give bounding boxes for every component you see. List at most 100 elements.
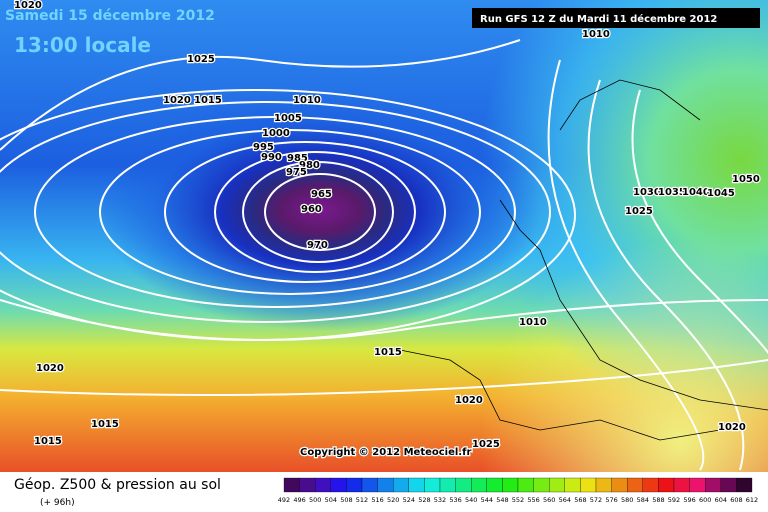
color-scale: 492 496 500 504 508 512 516 520 524 528 532 536 540 5… [278,477,758,504]
scale-swatch [705,477,721,493]
run: Run GFS 12 Z du Mardi 11 décembre 2012 [480,13,717,25]
scale-label: 572 [590,496,602,504]
isobar-label: 1020 [14,0,42,11]
copyright: Copyright © 2012 Meteociel.fr [300,447,471,458]
time: 13:00 locale [14,33,151,57]
scale-swatch [517,477,534,493]
isobar-label: 1015 [194,95,222,106]
scale-swatch [330,477,347,493]
scale-swatch [486,477,503,493]
scale-label: 604 [715,496,727,504]
scale-label: 596 [683,496,695,504]
isobar-label: 995 [253,142,274,153]
date: Samedi 15 décembre 2012 [5,8,215,24]
isobar-label: 1020 [36,363,64,374]
scale-label: 568 [574,496,586,504]
isobars [0,39,768,471]
scale-label: 524 [403,496,415,504]
isobar-label: 1010 [519,317,547,328]
scale-swatch [736,477,753,493]
scale-swatch [627,477,643,493]
footer-lead: (+ 96h) [40,498,75,508]
scale-swatch [720,477,737,493]
scale-label: 560 [543,496,555,504]
scale-label: 576 [605,496,617,504]
isobar-label: 1020 [718,422,746,433]
scale-swatch [377,477,394,493]
isobar-label: 1025 [625,206,653,217]
footer-title: Géop. Z500 & pression au sol [14,477,221,493]
isobar-label: 980 [299,160,320,171]
isobar-label: 1015 [34,436,62,447]
scale-swatch [299,477,316,493]
scale-swatch [471,477,487,493]
scale-swatch [642,477,659,493]
scale-swatch [611,477,628,493]
scale-label: 508 [340,496,352,504]
scale-label: 548 [496,496,508,504]
scale-label: 516 [371,496,383,504]
isobar-label: 990 [261,152,282,163]
scale-swatch [346,477,363,493]
isobar-label: 1005 [274,113,302,124]
isobar-label: 985 [287,153,308,164]
scale-label: 552 [512,496,524,504]
scale-label: 544 [481,496,493,504]
scale-swatch [439,477,456,493]
scale-label: 532 [434,496,446,504]
scale-swatch [455,477,472,493]
scale-label: 588 [652,496,664,504]
isobar-label: 965 [311,189,332,200]
scale-label: 520 [387,496,399,504]
scale-swatch [361,477,378,493]
scale-swatch [424,477,441,493]
scale-label: 580 [621,496,633,504]
scale-swatch [564,477,581,493]
scale-label: 584 [637,496,649,504]
scale-swatch [393,477,409,493]
scale-swatch [673,477,690,493]
scale-label: 556 [527,496,539,504]
isobar-label: 1050 [732,174,760,185]
scale-swatch [689,477,706,493]
scale-label: 512 [356,496,368,504]
scale-swatch [595,477,612,493]
isobar-label: 1035 [658,187,686,198]
isobar-label: 1025 [187,54,215,65]
isobar-label: 1010 [582,29,610,40]
scale-label: 504 [325,496,337,504]
scale-swatch [549,477,565,493]
isobar-label: 970 [307,240,328,251]
scale-swatch [533,477,550,493]
isobar-label: 1020 [163,95,191,106]
scale-label: 536 [449,496,461,504]
scale-swatch [580,477,597,493]
isobar-label: 1025 [472,439,500,450]
scale-label: 528 [418,496,430,504]
scale-label: 492 [278,496,290,504]
isobar-label: 1015 [374,347,402,358]
scale-swatch [408,477,425,493]
coastlines [399,79,768,441]
isobar-label: 1045 [707,188,735,199]
scale-label: 600 [699,496,711,504]
run-box [472,8,760,28]
isobar-label: 1030 [633,187,661,198]
scale-label: 612 [746,496,758,504]
isobar-label: 1015 [91,419,119,430]
isobar-label: 960 [301,204,322,215]
scale-swatch [315,477,331,493]
scale-swatch [283,477,300,493]
scale-label: 608 [730,496,742,504]
scale-swatch [658,477,675,493]
scale-swatch [502,477,519,493]
isobar-label: 1040 [682,187,710,198]
scale-label: 500 [309,496,321,504]
isobar-label: 975 [286,167,307,178]
scale-label: 564 [559,496,571,504]
isobar-label: 1010 [293,95,321,106]
scale-label: 496 [293,496,305,504]
